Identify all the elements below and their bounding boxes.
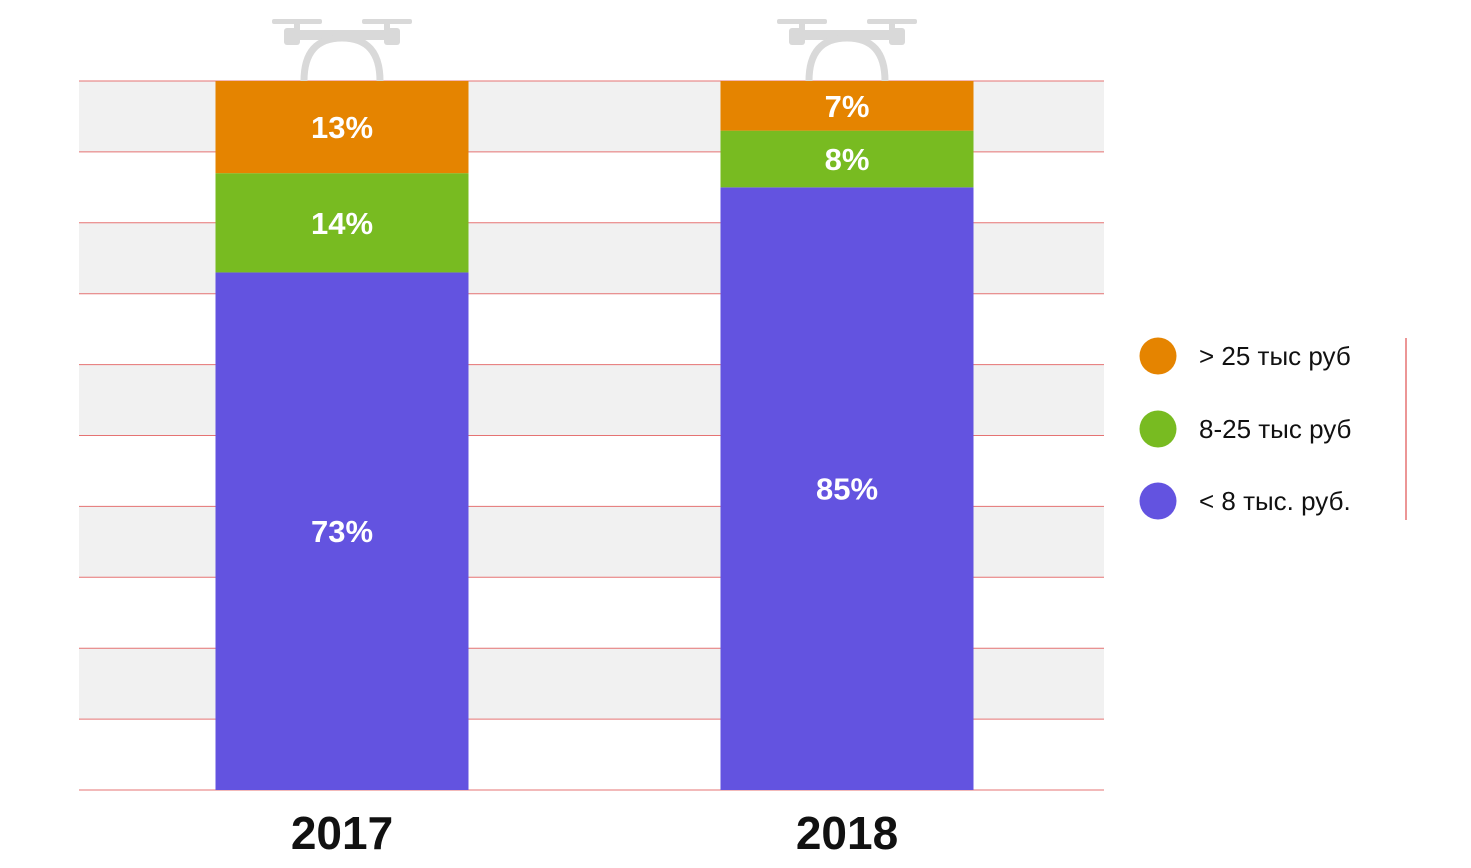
data-label: 13% xyxy=(311,110,373,145)
bar-segment-2018-3 xyxy=(720,81,974,131)
legend-item: < 8 тыс. руб. xyxy=(1139,482,1351,520)
bar-segment-2017-2 xyxy=(215,173,469,273)
legend-swatch xyxy=(1139,410,1177,448)
legend-item: 8-25 тыс руб xyxy=(1139,410,1351,448)
legend-label: 8-25 тыс руб xyxy=(1199,414,1351,444)
bars: 73% 14% 13% 85% 8% 7% xyxy=(215,81,974,791)
x-tick-label: 2018 xyxy=(796,807,898,859)
legend-swatch xyxy=(1139,482,1177,520)
category-labels: 2017 2018 xyxy=(291,807,898,859)
data-label: 14% xyxy=(311,206,373,241)
drone-icon xyxy=(272,19,412,82)
data-label: 85% xyxy=(816,472,878,507)
legend-item: > 25 тыс руб xyxy=(1139,337,1351,375)
x-tick-label: 2017 xyxy=(291,807,393,859)
bar-segment-2018-2 xyxy=(720,130,974,188)
data-label: 7% xyxy=(825,89,870,124)
data-label: 8% xyxy=(825,142,870,177)
bar-segment-2017-3 xyxy=(215,81,469,174)
legend: > 25 тыс руб 8-25 тыс руб < 8 тыс. руб. xyxy=(1139,337,1407,520)
bar-segment-2018-1 xyxy=(720,187,974,791)
drone-icon xyxy=(777,19,917,82)
legend-swatch xyxy=(1139,337,1177,375)
bar-segment-2017-1 xyxy=(215,272,469,790)
legend-label: < 8 тыс. руб. xyxy=(1199,486,1351,516)
data-label: 73% xyxy=(311,514,373,549)
legend-label: > 25 тыс руб xyxy=(1199,341,1351,371)
drone-icons xyxy=(272,19,917,82)
